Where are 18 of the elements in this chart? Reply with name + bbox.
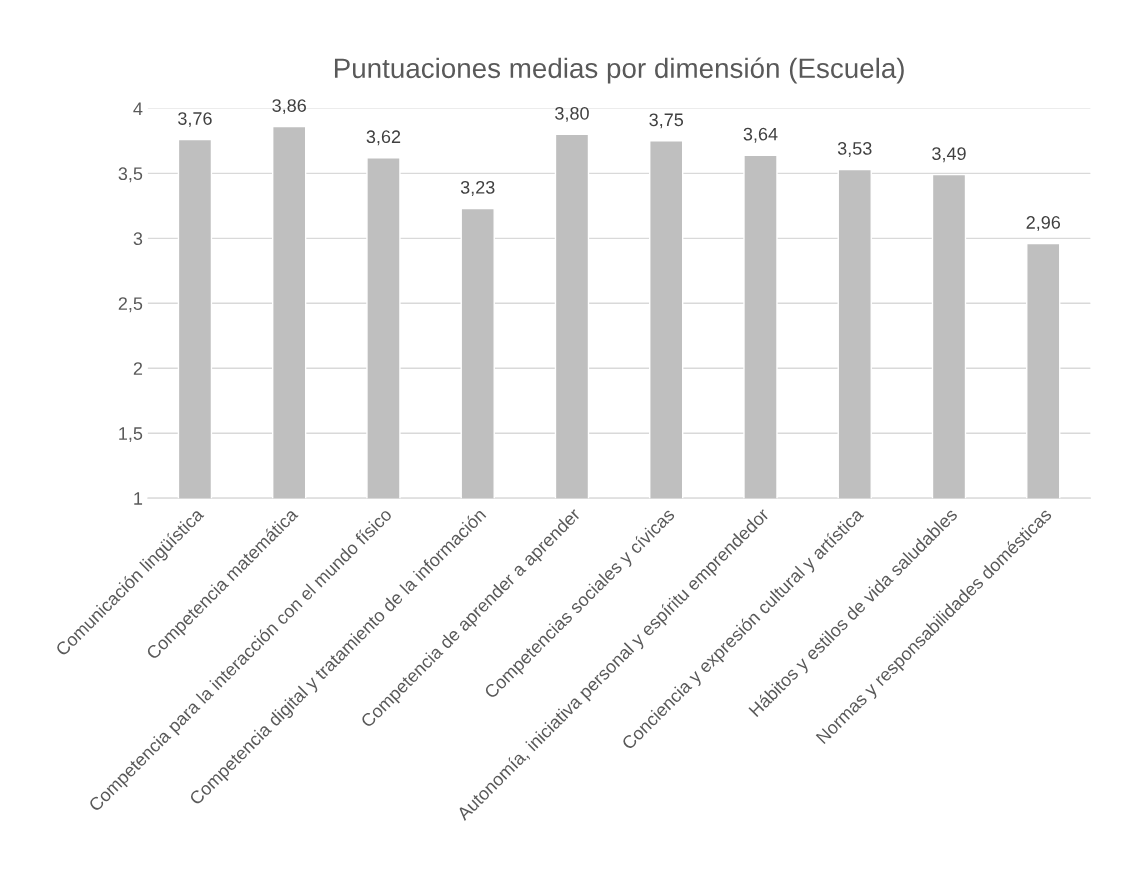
data-label: 2,96 — [1026, 216, 1061, 231]
data-label: 3,75 — [649, 113, 684, 129]
chart-title: Puntuaciones medias por dimensión (Escuela) — [334, 57, 904, 84]
data-label: 3,80 — [555, 106, 589, 122]
data-label: 3,64 — [743, 127, 778, 143]
data-label: 3,86 — [272, 99, 306, 115]
y-tick-label: 4 — [133, 102, 143, 115]
data-label: 3,23 — [460, 180, 495, 196]
data-label: 3,49 — [932, 147, 966, 163]
y-tick-label: 2 — [133, 362, 143, 375]
y-tick-label: 1,5 — [119, 427, 143, 443]
data-label: 3,53 — [837, 142, 872, 157]
y-tick-label: 1 — [134, 492, 143, 505]
data-label: 3,62 — [366, 130, 401, 146]
data-label: 3,76 — [178, 112, 212, 128]
y-tick-label: 3 — [133, 232, 143, 246]
y-tick-label: 2,5 — [118, 297, 143, 313]
y-tick-label: 3,5 — [118, 167, 143, 183]
